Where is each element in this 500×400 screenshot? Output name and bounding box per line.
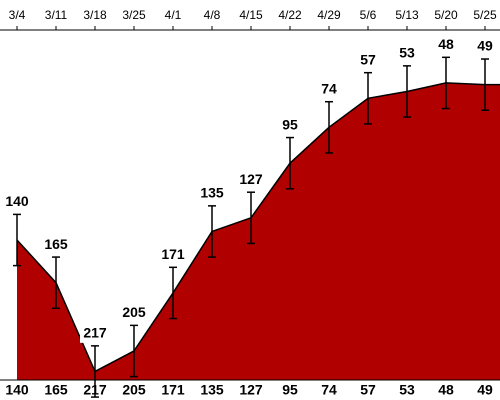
data-label: 135 <box>200 185 224 201</box>
data-label: 171 <box>161 246 185 262</box>
error-bar <box>442 56 450 110</box>
data-label: 53 <box>399 45 415 61</box>
data-label: 165 <box>44 236 68 252</box>
bottom-label: 127 <box>239 382 263 398</box>
label-background <box>197 184 227 203</box>
error-bar <box>91 345 99 398</box>
data-label: 95 <box>282 116 298 132</box>
data-label: 217 <box>83 325 107 341</box>
bottom-label: 205 <box>122 382 146 398</box>
data-label: 140 <box>5 193 29 209</box>
error-bar <box>403 65 411 118</box>
x-tick-label: 4/29 <box>317 8 341 22</box>
label-background <box>431 36 461 55</box>
bottom-label: 135 <box>200 382 224 398</box>
error-bar <box>364 71 372 125</box>
error-bar <box>52 256 60 310</box>
error-bar <box>325 100 333 154</box>
error-bar <box>286 136 294 190</box>
error-bar <box>247 191 255 245</box>
x-tick-label: 5/13 <box>395 8 419 22</box>
x-tick-label: 4/15 <box>239 8 263 22</box>
data-label: 205 <box>122 304 146 320</box>
x-tick-label: 3/4 <box>9 8 26 22</box>
area <box>17 82 500 381</box>
bottom-label: 171 <box>161 382 185 398</box>
bottom-label: 57 <box>360 382 376 398</box>
x-tick-label: 3/25 <box>122 8 146 22</box>
bottom-label: 53 <box>399 382 415 398</box>
bottom-label: 74 <box>321 382 337 398</box>
x-tick-label: 3/18 <box>83 8 107 22</box>
label-background <box>2 193 32 212</box>
label-background <box>119 304 149 323</box>
error-bar <box>169 266 177 320</box>
bottom-label: 140 <box>5 382 29 398</box>
label-background <box>392 44 422 63</box>
error-bar <box>481 58 489 111</box>
data-label: 127 <box>239 171 263 187</box>
x-tick-label: 5/20 <box>434 8 458 22</box>
data-label: 74 <box>321 80 337 96</box>
x-tick-label: 5/6 <box>360 8 377 22</box>
label-background <box>158 246 188 265</box>
error-bar <box>208 205 216 258</box>
label-background <box>236 171 266 190</box>
label-background <box>80 324 110 343</box>
label-background <box>314 80 344 99</box>
x-tick-label: 4/1 <box>165 8 182 22</box>
line <box>16 82 500 373</box>
bottom-label: 217 <box>83 382 107 398</box>
bottom-label: 95 <box>282 382 298 398</box>
bottom-label: 48 <box>438 382 454 398</box>
error-bar <box>130 324 138 378</box>
label-background <box>41 236 71 255</box>
label-background <box>275 116 305 135</box>
data-label: 57 <box>360 51 376 67</box>
x-tick-label: 4/22 <box>278 8 302 22</box>
data-label: 48 <box>438 36 454 52</box>
label-background <box>353 51 383 70</box>
x-tick-label: 5/25 <box>473 8 497 22</box>
bottom-label: 165 <box>44 382 68 398</box>
error-bar <box>13 213 21 267</box>
data-label: 49 <box>477 38 493 54</box>
x-tick-label: 3/11 <box>45 8 68 22</box>
bottom-label: 49 <box>477 382 493 398</box>
x-tick-label: 4/8 <box>204 8 221 22</box>
label-background <box>470 38 500 57</box>
